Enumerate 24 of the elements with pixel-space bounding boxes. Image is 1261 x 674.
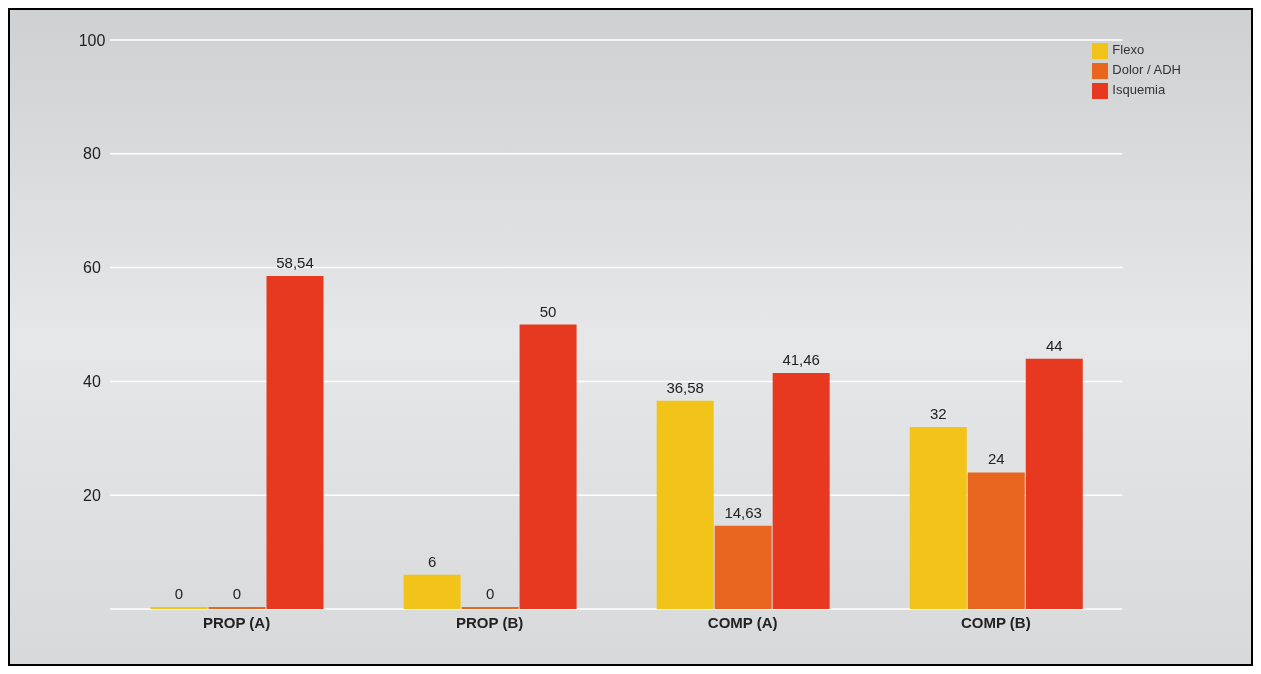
data-label: 0 <box>232 585 242 602</box>
data-label: 41,46 <box>782 351 820 369</box>
y-tick-label: 40 <box>83 373 101 391</box>
data-label: 24 <box>987 450 1005 468</box>
data-label: 6 <box>427 552 437 570</box>
y-tick-label: 100 <box>78 31 106 49</box>
x-tick-label: PROP (A) <box>202 613 271 631</box>
data-label: 44 <box>1045 336 1063 354</box>
x-tick-label: PROP (B) <box>456 613 524 631</box>
data-label: 50 <box>539 302 557 320</box>
data-label: 14,63 <box>724 503 762 521</box>
legend-label: Flexo <box>1112 42 1145 57</box>
data-label: 32 <box>929 404 947 422</box>
y-tick-label: 80 <box>83 145 101 163</box>
data-label: 0 <box>174 585 184 602</box>
data-label: 36,58 <box>666 378 704 396</box>
data-label: 58,54 <box>276 253 314 271</box>
y-tick-label: 60 <box>83 259 101 277</box>
y-tick-label: 20 <box>83 486 101 504</box>
legend-label: Isquemia <box>1112 82 1166 97</box>
x-tick-label: COMP (B) <box>960 613 1031 631</box>
data-label: 0 <box>485 585 495 602</box>
legend-label: Dolor / ADH <box>1112 62 1181 77</box>
x-tick-label: COMP (A) <box>707 613 778 631</box>
